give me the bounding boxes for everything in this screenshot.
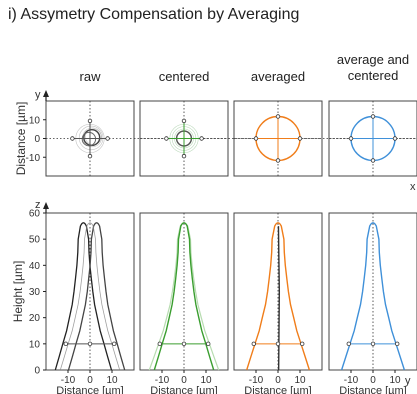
- raw-contour: [83, 128, 101, 147]
- side-y-tick-label: 40: [29, 261, 41, 272]
- side-y-tick-label: 20: [29, 313, 41, 324]
- top-marker-point: [370, 158, 376, 163]
- side-marker-point: [205, 341, 211, 347]
- side-marker-point: [300, 341, 305, 347]
- side-marker-point: [370, 341, 376, 347]
- centered-profile: [153, 222, 215, 371]
- top-marker-point: [370, 114, 376, 119]
- side-marker-point: [111, 341, 117, 347]
- side-x-tick-label: -10: [249, 375, 264, 386]
- side-marker-point: [63, 341, 68, 347]
- top-y-axis-letter: y: [35, 89, 41, 101]
- column-title-line: average and: [336, 52, 410, 67]
- top-marker-point: [87, 118, 93, 124]
- side-x-tick-label: -10: [155, 375, 170, 386]
- top-marker-point: [297, 136, 303, 141]
- top-marker-point: [164, 136, 169, 141]
- side-x-axis-label: Distance [µm]: [244, 385, 311, 394]
- column-title-centered: centered: [136, 69, 232, 85]
- column-title-raw: raw: [42, 69, 138, 85]
- side-x-tick-label: 10: [106, 375, 118, 386]
- side-marker-point: [87, 341, 93, 347]
- column-title-line: averaged: [250, 69, 306, 84]
- top-y-axis-label: Distance [µm]: [14, 102, 28, 176]
- column-title-line: centered: [158, 69, 210, 84]
- top-y-tick-label: -10: [26, 153, 41, 164]
- side-x-tick-label: 0: [181, 375, 187, 386]
- side-y-tick-label: 0: [34, 366, 40, 377]
- side-x-axis-label: Distance [µm]: [339, 385, 406, 394]
- top-marker-point: [275, 114, 281, 119]
- raw-contour: [81, 131, 97, 147]
- top-marker-point: [392, 136, 398, 141]
- side-marker-point: [157, 341, 162, 347]
- raw-faint-contour: [78, 125, 104, 151]
- side-y-tick-label: 50: [29, 235, 41, 246]
- top-marker-point: [181, 118, 187, 124]
- top-y-tick-label: 0: [34, 134, 40, 145]
- side-x-tick-label: -10: [61, 375, 76, 386]
- page-title: i) Assymetry Compensation by Averaging: [8, 6, 300, 23]
- column-title-avg_centered: average and centered: [325, 52, 417, 84]
- top-marker-point: [70, 136, 75, 141]
- side-x-axis-label: Distance [µm]: [150, 385, 217, 394]
- top-marker-point: [275, 158, 281, 163]
- side-marker-point: [251, 341, 256, 347]
- side-x-axis-letter: y: [405, 375, 411, 387]
- averaged-profile: [246, 222, 311, 371]
- raw-profile: [67, 222, 126, 371]
- side-x-axis-label: Distance [µm]: [56, 385, 123, 394]
- side-marker-point: [395, 341, 400, 347]
- side-marker-point: [346, 341, 351, 347]
- top-marker-point: [181, 153, 187, 159]
- top-marker-point: [199, 136, 204, 141]
- side-x-tick-label: -10: [344, 375, 359, 386]
- top-y-tick-label: 10: [29, 115, 41, 126]
- raw-profile: [54, 222, 113, 371]
- column-title-averaged: averaged: [230, 69, 326, 85]
- side-y-axis-arrowhead: [43, 202, 49, 209]
- top-marker-point: [253, 136, 259, 141]
- side-marker-point: [181, 341, 187, 347]
- column-title-line: centered: [347, 68, 399, 83]
- side-x-tick-label: 10: [200, 375, 212, 386]
- side-x-tick-label: 0: [370, 375, 376, 386]
- averaged-center-line: [277, 226, 281, 371]
- side-y-axis-label: Height [µm]: [11, 261, 25, 323]
- top-marker-point: [87, 153, 93, 159]
- avg-centered-profile: [340, 222, 406, 371]
- side-y-tick-label: 10: [29, 339, 41, 350]
- top-x-axis-letter: x: [410, 181, 416, 193]
- side-y-tick-label: 60: [29, 209, 41, 220]
- side-x-tick-label: 0: [275, 375, 281, 386]
- raw-profile: [59, 222, 121, 371]
- side-y-axis-letter: z: [35, 199, 41, 211]
- side-x-tick-label: 10: [389, 375, 401, 386]
- top-marker-point: [348, 136, 354, 141]
- top-marker-point: [105, 136, 110, 141]
- side-x-tick-label: 10: [294, 375, 306, 386]
- column-title-line: raw: [79, 69, 101, 84]
- side-x-tick-label: 0: [87, 375, 93, 386]
- side-y-tick-label: 30: [29, 287, 41, 298]
- side-marker-point: [275, 341, 281, 347]
- top-y-axis-arrowhead: [43, 90, 49, 97]
